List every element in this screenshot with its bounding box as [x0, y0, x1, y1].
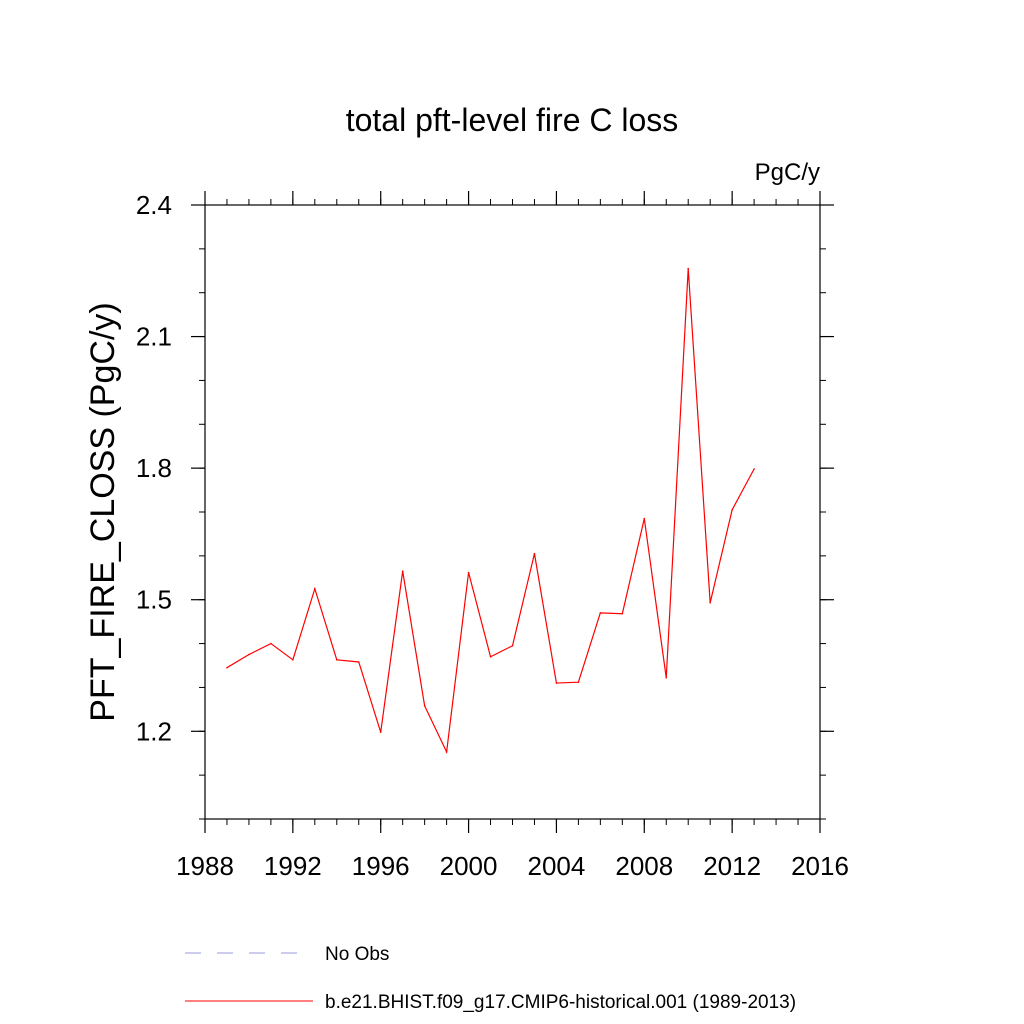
data-point	[379, 731, 382, 733]
y-tick-label: 2.1	[136, 322, 172, 352]
y-tick-label: 1.2	[136, 716, 172, 746]
data-point	[226, 666, 228, 669]
x-tick-label: 2016	[791, 851, 849, 881]
y-tick-label: 1.8	[136, 453, 172, 483]
units-label: PgC/y	[755, 159, 820, 186]
data-point	[753, 468, 755, 470]
data-point	[709, 601, 711, 604]
legend-label: b.e21.BHIST.f09_g17.CMIP6-historical.001…	[325, 992, 796, 1013]
legend-label: No Obs	[325, 944, 389, 965]
x-tick-label: 2004	[528, 851, 586, 881]
data-point	[665, 676, 668, 679]
data-point	[357, 661, 360, 663]
data-point	[643, 517, 646, 520]
y-tick-label: 2.4	[136, 190, 172, 220]
data-point	[599, 612, 602, 614]
data-point	[533, 552, 536, 555]
y-axis-label: PFT_FIRE_CLOSS (PgC/y)	[84, 302, 122, 721]
data-point	[270, 642, 272, 645]
data-series	[226, 267, 755, 755]
x-tick-label: 1996	[352, 851, 410, 881]
axis-ticks	[191, 191, 834, 833]
y-tick-label: 1.5	[136, 585, 172, 615]
plot-frame	[204, 204, 821, 820]
data-point	[423, 705, 426, 707]
x-tick-label: 1988	[176, 851, 234, 881]
x-tick-label: 2008	[615, 851, 673, 881]
data-point	[577, 681, 580, 683]
x-tick-label: 2012	[703, 851, 761, 881]
data-point	[467, 571, 470, 574]
data-point	[511, 644, 514, 647]
data-point	[489, 655, 492, 658]
data-point	[314, 587, 316, 590]
x-tick-label: 2000	[440, 851, 498, 881]
data-point	[401, 570, 404, 573]
data-point	[248, 653, 250, 656]
series-line	[226, 268, 755, 755]
axis-tick-labels: 1988 1992 1996 2000 2004 2008 2012 2016 1.2 1.5 1.…	[136, 190, 849, 881]
chart-title: total pft-level fire C loss	[346, 102, 679, 138]
x-tick-label: 1992	[264, 851, 322, 881]
data-point	[687, 267, 690, 270]
data-point	[555, 682, 558, 684]
data-point	[335, 658, 338, 661]
data-point	[621, 612, 624, 615]
data-point	[445, 751, 448, 753]
data-point	[731, 509, 733, 511]
data-point	[292, 658, 294, 661]
legend: No Obs b.e21.BHIST.f09_g17.CMIP6-historic…	[185, 944, 796, 1013]
